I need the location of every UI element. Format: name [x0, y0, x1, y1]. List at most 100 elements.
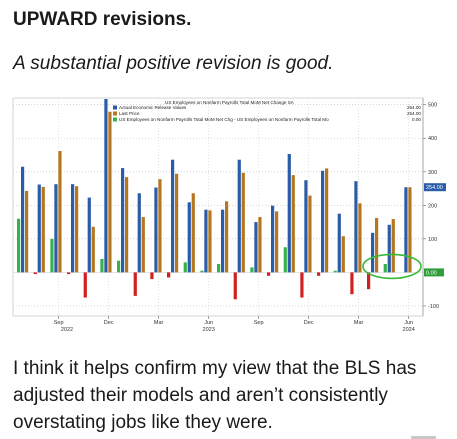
actual-bar	[171, 159, 175, 273]
diff-bar	[367, 272, 371, 290]
last-price-bar	[358, 203, 362, 273]
actual-bar	[237, 159, 241, 273]
last-price-bar	[75, 186, 79, 273]
last-price-bar	[225, 201, 229, 273]
actual-bar	[87, 197, 91, 273]
last-value-tag	[424, 183, 446, 192]
last-price-bar	[291, 175, 295, 273]
actual-bar	[21, 166, 25, 273]
actual-bar	[404, 187, 408, 273]
diff-bar	[33, 272, 37, 275]
last-price-bar	[175, 173, 179, 273]
actual-bar	[304, 180, 308, 273]
last-price-bar	[108, 111, 112, 273]
actual-bar	[54, 184, 58, 273]
post-heading: UPWARD revisions.	[13, 9, 192, 30]
diff-bar	[117, 260, 121, 273]
chart-annotation	[362, 253, 422, 280]
actual-bar	[337, 213, 341, 273]
last-price-bar	[208, 210, 212, 273]
legend-value: 254.00	[407, 105, 421, 110]
legend-swatch	[113, 105, 117, 110]
actual-bar	[287, 154, 291, 273]
last-price-bar	[191, 193, 195, 273]
legend-label: Actual Economic Release Values	[119, 105, 187, 110]
diff-bar	[50, 238, 54, 273]
last-price-bar	[391, 219, 395, 273]
legend-swatch	[113, 117, 117, 122]
diff-bar	[350, 272, 354, 295]
actual-bar	[254, 222, 258, 273]
post-subheading: A substantial positive revision is good.	[13, 53, 334, 74]
actual-bar	[387, 224, 391, 273]
last-price-bar	[408, 187, 412, 273]
diff-bar	[100, 258, 104, 273]
x-tick-label: Dec	[304, 320, 314, 326]
last-price-bar	[275, 211, 279, 273]
year-label: 2022	[61, 327, 73, 333]
last-price-bar	[41, 186, 45, 273]
diff-bar	[333, 270, 337, 273]
x-tick-label: Mar	[154, 320, 164, 326]
legend-value: 0.00	[412, 117, 421, 122]
diff-bar	[17, 218, 21, 273]
diff-bar	[83, 272, 87, 298]
diff-bar	[133, 272, 137, 296]
last-price-bar	[325, 168, 329, 273]
actual-bar	[204, 209, 208, 273]
y-tick-label: 500	[428, 103, 437, 109]
payrolls-chart: 500 400 300 200 100 -100 254.00 0.00 Sep Dec Mar Ju…	[9, 94, 447, 334]
legend-swatch	[113, 111, 117, 116]
zero-tag	[424, 268, 444, 277]
y-tick-label: 200	[428, 203, 437, 209]
diff-bar	[283, 247, 287, 273]
x-tick-label: Jun	[404, 320, 413, 326]
legend-value: 254.00	[407, 111, 421, 116]
legend-label: Last Price	[119, 111, 140, 116]
diff-bar	[217, 264, 221, 273]
diff-bar	[317, 272, 321, 276]
actual-bar	[354, 181, 358, 273]
x-tick-label: Dec	[104, 320, 114, 326]
actual-bar	[71, 184, 75, 273]
actual-bar	[271, 205, 275, 273]
last-price-bar	[258, 217, 262, 273]
y-tick-label: 300	[428, 170, 437, 176]
last-price-bar	[158, 179, 162, 273]
chart-bars	[17, 99, 412, 300]
diff-bar	[300, 272, 304, 298]
last-price-bar	[375, 218, 379, 273]
diff-bar	[183, 262, 187, 273]
actual-bar	[187, 202, 191, 273]
last-price-bar	[125, 177, 129, 273]
last-price-bar	[58, 150, 62, 273]
actual-bar	[121, 168, 125, 273]
x-tick-label: Jun	[204, 320, 213, 326]
diff-bar	[267, 272, 271, 276]
scroll-indicator	[411, 436, 436, 439]
y-tick-label: 100	[428, 237, 437, 243]
x-tick-label: Sep	[254, 320, 264, 326]
post-body-text: I think it helps confirm my view that th…	[13, 358, 417, 433]
actual-bar	[371, 232, 375, 273]
actual-bar	[37, 184, 41, 273]
diff-bar	[233, 272, 237, 300]
diff-bar	[250, 267, 254, 273]
diff-bar	[150, 272, 154, 280]
diff-bar	[167, 272, 171, 278]
year-label: 2024	[403, 327, 415, 333]
x-tick-label: Sep	[54, 320, 64, 326]
last-price-bar	[308, 195, 312, 273]
zero-tag-label: 0.00	[426, 270, 437, 276]
actual-bar	[221, 209, 225, 273]
last-price-bar	[241, 172, 245, 273]
legend-title: US Employees on Nonfarm Payrolls Total M…	[165, 100, 295, 105]
chart-legend: US Employees on Nonfarm Payrolls Total M…	[113, 100, 421, 122]
actual-bar	[137, 193, 141, 273]
y-tick-label: -100	[428, 304, 439, 310]
last-value-tag-label: 254.00	[426, 185, 443, 191]
diff-bar	[200, 270, 204, 273]
actual-bar	[154, 187, 158, 273]
